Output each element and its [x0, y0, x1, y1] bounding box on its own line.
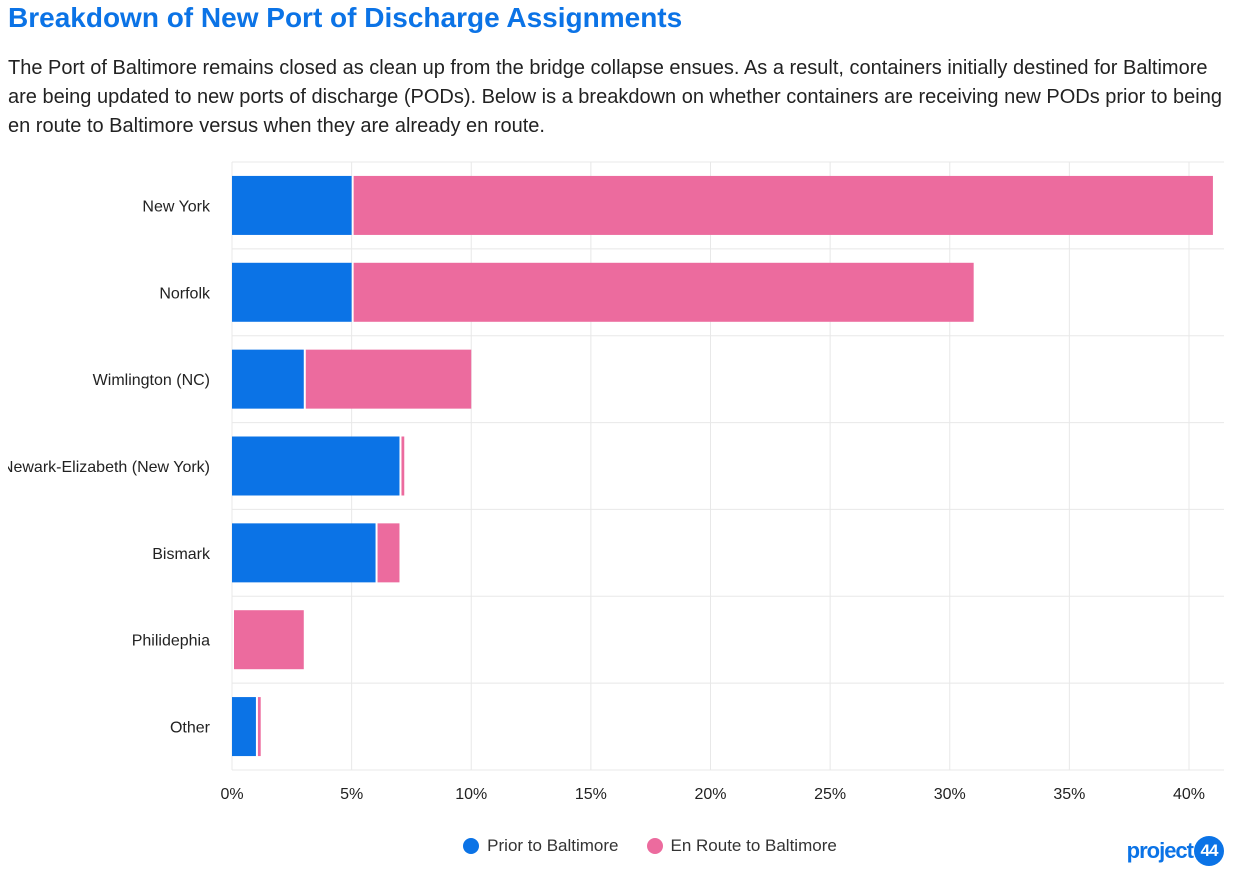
bar-prior[interactable]	[232, 175, 352, 235]
legend-item-enroute[interactable]: En Route to Baltimore	[646, 836, 837, 856]
x-axis-ticks: 0% 5% 10% 15% 20% 25% 30% 35% 40%	[220, 786, 1205, 803]
x-tick-label: 25%	[814, 786, 846, 803]
bars	[232, 175, 1213, 757]
legend-item-prior[interactable]: Prior to Baltimore	[463, 836, 619, 856]
bar-prior[interactable]	[232, 262, 352, 322]
legend-label-prior: Prior to Baltimore	[487, 836, 619, 855]
bar-enroute[interactable]	[234, 610, 304, 670]
project44-logo: project 44	[1127, 836, 1224, 866]
category-labels: New York Norfolk Wimlington (NC) Newark-Eli…	[2, 198, 211, 737]
bar-enroute[interactable]	[305, 349, 472, 409]
chart-subtitle: The Port of Baltimore remains closed as …	[8, 57, 1222, 137]
category-label: Other	[170, 720, 211, 737]
legend-label-enroute: En Route to Baltimore	[670, 836, 837, 855]
category-label: Wimlington (NC)	[93, 372, 210, 389]
bar-enroute[interactable]	[401, 436, 405, 496]
x-tick-label: 30%	[934, 786, 966, 803]
x-tick-label: 15%	[575, 786, 607, 803]
category-label: New York	[142, 198, 211, 215]
legend-marker-enroute	[646, 838, 663, 854]
legend: Prior to Baltimore En Route to Baltimore	[0, 836, 1250, 856]
bar-prior[interactable]	[232, 523, 376, 583]
bar-chart: New York Norfolk Wimlington (NC) Newark-Eli…	[2, 161, 1224, 803]
category-label: Norfolk	[159, 285, 211, 302]
bar-prior[interactable]	[232, 697, 256, 757]
x-tick-label: 0%	[220, 786, 243, 803]
x-tick-label: 10%	[455, 786, 487, 803]
logo-text: project	[1126, 838, 1194, 863]
bar-prior[interactable]	[232, 349, 304, 409]
chart-title: Breakdown of New Port of Discharge Assig…	[8, 2, 683, 33]
category-label: Newark-Elizabeth (New York)	[2, 459, 210, 476]
x-tick-label: 20%	[694, 786, 726, 803]
bar-prior[interactable]	[232, 436, 400, 496]
x-tick-label: 5%	[340, 786, 363, 803]
logo-number-badge: 44	[1194, 836, 1224, 866]
category-label: Philidephia	[132, 633, 210, 650]
bar-enroute[interactable]	[257, 697, 261, 757]
x-tick-label: 40%	[1173, 786, 1205, 803]
bar-enroute[interactable]	[353, 262, 974, 322]
x-tick-label: 35%	[1053, 786, 1085, 803]
category-label: Bismark	[152, 546, 211, 563]
bar-enroute[interactable]	[353, 175, 1213, 235]
bar-enroute[interactable]	[377, 523, 400, 583]
legend-marker-prior	[463, 838, 480, 854]
